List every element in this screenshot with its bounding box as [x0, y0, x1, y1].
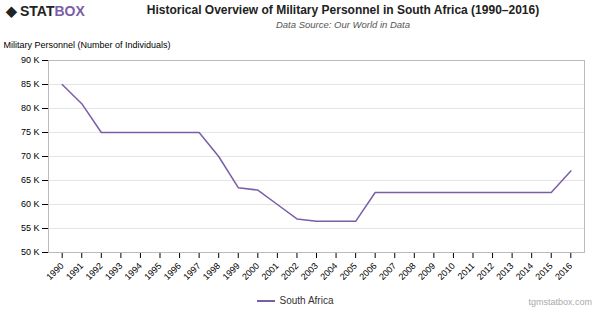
svg-text:2000: 2000 — [240, 261, 261, 282]
svg-text:75 K: 75 K — [21, 127, 40, 137]
svg-text:70 K: 70 K — [21, 151, 40, 161]
svg-text:2006: 2006 — [357, 261, 378, 282]
svg-text:1993: 1993 — [103, 261, 124, 282]
svg-text:2008: 2008 — [397, 261, 418, 282]
svg-text:1997: 1997 — [181, 261, 202, 282]
svg-text:1995: 1995 — [142, 261, 163, 282]
svg-text:65 K: 65 K — [21, 175, 40, 185]
svg-text:2003: 2003 — [299, 261, 320, 282]
html-text:South Africa: South Africa — [279, 295, 334, 306]
svg-text:2002: 2002 — [279, 261, 300, 282]
svg-text:2012: 2012 — [475, 261, 496, 282]
svg-text:2009: 2009 — [416, 261, 437, 282]
svg-text:1994: 1994 — [123, 261, 144, 282]
html-text:◆ STAT BOX: ◆ STAT BOX — [6, 3, 85, 19]
svg-text:1998: 1998 — [201, 261, 222, 282]
html-text:Historical Overview of Militar: Historical Overview of Military Personne… — [146, 3, 540, 17]
svg-text:2001: 2001 — [260, 261, 281, 282]
svg-text:2013: 2013 — [494, 261, 515, 282]
svg-text:60 K: 60 K — [21, 199, 40, 209]
svg-text:2007: 2007 — [377, 261, 398, 282]
svg-text:1996: 1996 — [162, 261, 183, 282]
svg-text:2015: 2015 — [533, 261, 554, 282]
svg-text:2014: 2014 — [514, 261, 535, 282]
svg-text:55 K: 55 K — [21, 223, 40, 233]
svg-text:2004: 2004 — [318, 261, 339, 282]
svg-text:80 K: 80 K — [21, 103, 40, 113]
svg-text:90 K: 90 K — [21, 55, 40, 65]
svg-text:50 K: 50 K — [21, 247, 40, 257]
svg-text:Military Personnel (Number of: Military Personnel (Number of Individual… — [4, 40, 171, 50]
html-text:tgmstatbox.com: tgmstatbox.com — [528, 297, 592, 307]
svg-text:2011: 2011 — [456, 261, 477, 282]
svg-text:1990: 1990 — [44, 261, 65, 282]
svg-text:1999: 1999 — [220, 261, 241, 282]
html-text:Data Source: Our World in Data: Data Source: Our World in Data — [275, 19, 410, 30]
svg-text:2010: 2010 — [436, 261, 457, 282]
svg-text:1992: 1992 — [84, 261, 105, 282]
svg-text:2016: 2016 — [553, 261, 574, 282]
svg-text:1991: 1991 — [64, 261, 85, 282]
svg-text:2005: 2005 — [338, 261, 359, 282]
svg-text:85 K: 85 K — [21, 79, 40, 89]
